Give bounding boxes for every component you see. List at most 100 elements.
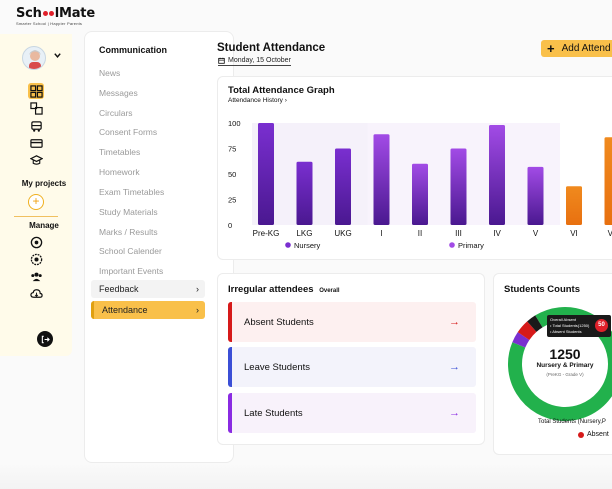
logo-name: Sch lMate <box>16 6 96 21</box>
irregular-attendees-card: Irregular attendees Overall Absent Stude… <box>217 273 485 445</box>
menu-title: Communication <box>99 45 168 55</box>
x-tick-label: I <box>380 229 382 238</box>
late-students-row[interactable]: Late Students → <box>228 393 476 433</box>
absent-tooltip: Overall Absent • Total Students(1250) • … <box>547 315 611 337</box>
x-tick-label: VI <box>570 229 578 238</box>
attendance-history-label: Attendance History <box>228 97 283 104</box>
students-counts-card: Students Counts 1250 Nursery & Primary (… <box>493 273 612 455</box>
logo-eyes-mark <box>42 11 54 16</box>
tooltip-line: • Absent Students <box>550 329 582 334</box>
page-footer-area <box>0 463 612 489</box>
communication-menu: Communication News Messages Circulars Co… <box>84 31 234 463</box>
group-icon[interactable] <box>28 268 44 284</box>
menu-item-consent-forms[interactable]: Consent Forms <box>99 127 158 137</box>
menu-item-news[interactable]: News <box>99 68 121 78</box>
x-tick-label: UKG <box>334 229 351 238</box>
menu-item-study-materials[interactable]: Study Materials <box>99 207 158 217</box>
menu-item-school-calender[interactable]: School Calender <box>99 246 162 256</box>
y-tick-label: 75 <box>228 145 236 154</box>
cloud-icon[interactable] <box>28 285 44 301</box>
row-accent-bar <box>228 347 232 387</box>
rail-divider <box>14 216 58 217</box>
arrow-right-icon: → <box>449 407 460 419</box>
arrow-right-icon: → <box>449 316 460 328</box>
plus-icon: + <box>547 41 555 56</box>
left-rail: My projects + Manage <box>0 34 72 356</box>
graph-title: Total Attendance Graph <box>228 85 335 96</box>
logout-icon[interactable] <box>37 331 53 347</box>
arrow-right-icon: → <box>449 361 460 373</box>
menu-item-feedback[interactable]: Feedback › <box>91 280 205 298</box>
bar-v <box>527 166 544 225</box>
menu-item-timetables[interactable]: Timetables <box>99 147 141 157</box>
menu-item-circulars[interactable]: Circulars <box>99 108 133 118</box>
menu-item-homework[interactable]: Homework <box>99 167 140 177</box>
x-tick-label: II <box>418 229 422 238</box>
manage-label: Manage <box>29 221 59 230</box>
tooltip-line: • Total Students(1250) <box>550 323 590 328</box>
settings-icon[interactable] <box>28 251 44 267</box>
add-attendance-label: Add Attend <box>561 43 611 54</box>
attendance-graph-card: Total Attendance Graph Attendance Histor… <box>217 76 612 260</box>
donut-slice-leave <box>512 332 530 348</box>
bar-i <box>373 134 390 225</box>
row-label: Late Students <box>244 407 303 419</box>
legend-dot <box>449 242 455 248</box>
donut-slice-absent <box>517 321 537 341</box>
menu-item-messages[interactable]: Messages <box>99 88 138 98</box>
y-tick-label: 100 <box>228 119 241 128</box>
counts-title: Students Counts <box>504 284 580 295</box>
chevron-right-icon: › <box>284 97 287 104</box>
logo-tagline: Smarter School | Happier Parents <box>16 21 83 26</box>
avatar-illustration <box>29 50 41 69</box>
x-tick-label: V <box>533 229 539 238</box>
admin-settings-icon[interactable] <box>28 234 44 250</box>
menu-item-important-events[interactable]: Important Events <box>99 266 164 276</box>
menu-item-attendance[interactable]: Attendance › <box>91 301 205 319</box>
x-tick-label: VII <box>608 229 612 238</box>
absent-students-row[interactable]: Absent Students → <box>228 302 476 342</box>
counts-legend: Absent <box>578 431 609 438</box>
bar-lkg <box>296 161 313 225</box>
y-tick-label: 0 <box>228 221 232 230</box>
logo-name-end: lMate <box>54 6 95 21</box>
graduation-icon[interactable] <box>28 152 44 168</box>
bar-vii <box>604 137 612 225</box>
row-accent-bar <box>228 302 232 342</box>
card-icon[interactable] <box>28 135 44 151</box>
total-students-count: 1250 <box>549 346 581 362</box>
date-text: Monday, 15 October <box>228 57 291 64</box>
add-project-button[interactable]: + <box>28 194 44 210</box>
page-title: Student Attendance <box>217 42 326 54</box>
add-attendance-button[interactable]: + Add Attend <box>541 40 612 57</box>
chevron-right-icon: › <box>196 305 199 315</box>
bus-icon[interactable] <box>28 118 44 134</box>
attendance-history-link[interactable]: Attendance History › <box>228 97 287 104</box>
legend-label: Nursery <box>294 241 321 250</box>
attendance-bar-chart: 0255075100Pre-KGLKGUKGIIIIIIIVVVIVIINurs… <box>228 119 612 250</box>
leave-students-row[interactable]: Leave Students → <box>228 347 476 387</box>
absent-count-badge: 50 <box>595 319 608 332</box>
row-accent-bar <box>228 393 232 433</box>
irregular-title: Irregular attendees Overall <box>228 284 340 295</box>
counts-footer: Total Students (Nursery,P <box>538 419 606 425</box>
feedback-label: Feedback <box>99 284 139 294</box>
legend-dot <box>285 242 291 248</box>
row-label: Absent Students <box>244 316 314 328</box>
bar-vi <box>566 186 582 225</box>
x-tick-label: Pre-KG <box>253 229 280 238</box>
my-projects-label: My projects <box>21 179 67 188</box>
chevron-down-icon[interactable] <box>53 51 62 63</box>
bar-iv <box>489 125 505 225</box>
menu-item-exam-timetables[interactable]: Exam Timetables <box>99 187 165 197</box>
attendance-label: Attendance <box>102 305 148 315</box>
user-avatar[interactable] <box>22 46 46 70</box>
y-tick-label: 25 <box>228 196 236 205</box>
legend-label: Primary <box>458 241 484 250</box>
students-icon[interactable] <box>28 100 44 116</box>
date-picker[interactable]: Monday, 15 October <box>218 57 291 66</box>
donut-sublabel: (PreKG - Grade V) <box>546 372 584 377</box>
y-tick-label: 50 <box>228 170 236 179</box>
dashboard-icon[interactable] <box>28 83 44 99</box>
menu-item-marks-results[interactable]: Marks / Results <box>99 227 158 237</box>
